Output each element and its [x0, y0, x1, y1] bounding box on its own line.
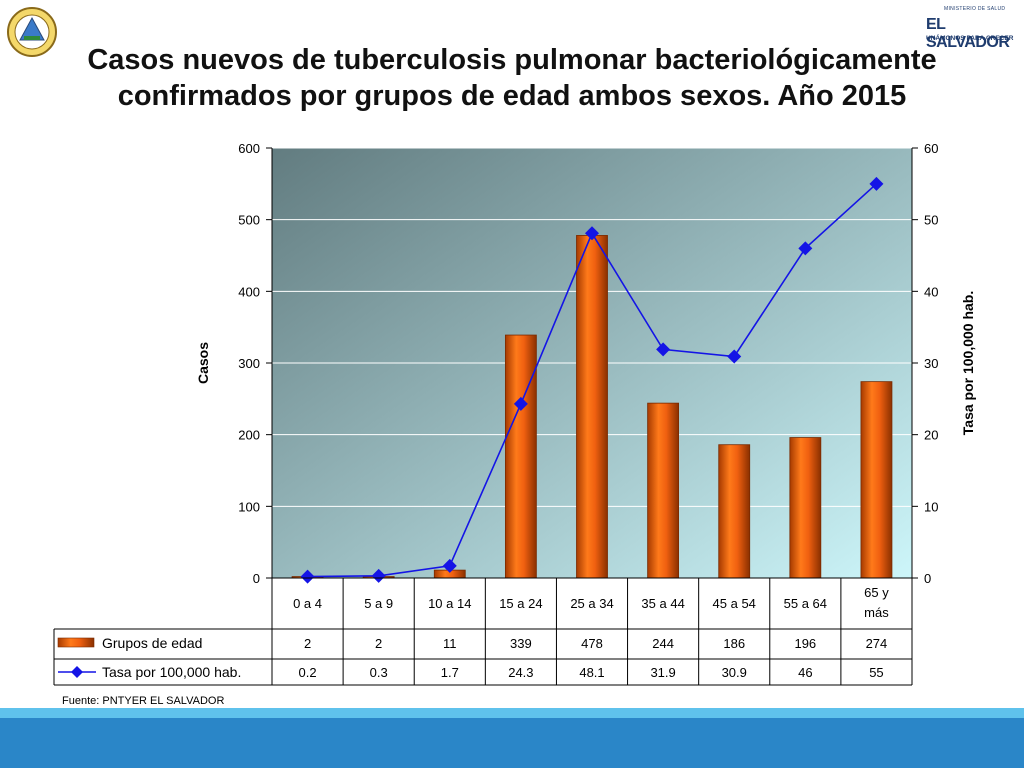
- table-value-cases: 478: [581, 636, 603, 651]
- table-value-rate: 0.2: [299, 665, 317, 680]
- right-tick-label: 10: [924, 499, 938, 514]
- rate-marker: [513, 396, 528, 411]
- legend-line-marker: [71, 666, 83, 678]
- left-tick-label: 0: [253, 571, 260, 586]
- table-value-rate: 1.7: [441, 665, 459, 680]
- el-salvador-government-logo: MINISTERIO DE SALUD EL SALVADOR UNÁMONOS…: [912, 4, 1018, 51]
- category-label: 65 y más: [864, 585, 889, 620]
- category-label: 0 a 4: [293, 596, 322, 611]
- category-label: 35 a 44: [641, 596, 684, 611]
- rate-marker: [869, 176, 884, 191]
- coat-of-arms-logo: [6, 4, 58, 60]
- combo-chart: 0 100 200 300 400 500 600 0 10 20 30 40 50 60 Casos Tas…: [53, 141, 976, 686]
- left-tick-label: 100: [238, 499, 260, 514]
- page-title: Casos nuevos de tuberculosis pulmonar ba…: [87, 44, 937, 112]
- table-value-rate: 24.3: [508, 665, 533, 680]
- footer-stripe-light: [0, 708, 1024, 718]
- table-value-rate: 55: [869, 665, 883, 680]
- right-tick-label: 50: [924, 213, 938, 228]
- bar: [647, 402, 680, 579]
- bar: [789, 437, 822, 579]
- table-value-rate: 46: [798, 665, 812, 680]
- legend-bar-key: [57, 637, 95, 648]
- logo-country-text: EL SALVADOR: [926, 16, 1010, 51]
- right-tick-label: 0: [924, 571, 931, 586]
- table-value-cases: 274: [866, 636, 888, 651]
- left-tick-label: 600: [238, 141, 260, 156]
- category-label: 55 a 64: [784, 596, 827, 611]
- legend-line-label: Tasa por 100,000 hab.: [102, 664, 241, 680]
- table-value-cases: 196: [794, 636, 816, 651]
- bar: [576, 235, 608, 579]
- category-label: 45 a 54: [713, 596, 756, 611]
- rate-marker: [442, 558, 457, 573]
- table-value-cases: 11: [443, 636, 457, 651]
- logo-ministry-text: MINISTERIO DE SALUD: [944, 6, 1006, 12]
- rate-marker: [371, 568, 386, 583]
- legend-bar-label: Grupos de edad: [102, 635, 202, 651]
- right-axis-title: Tasa por 100,000 hab.: [960, 291, 976, 435]
- right-tick-label: 30: [924, 356, 938, 371]
- rate-marker: [798, 241, 813, 256]
- right-tick-label: 40: [924, 284, 938, 299]
- table-value-rate: 30.9: [722, 665, 747, 680]
- table-value-rate: 48.1: [579, 665, 604, 680]
- table-value-cases: 186: [723, 636, 745, 651]
- left-tick-label: 500: [238, 213, 260, 228]
- table-value-cases: 244: [652, 636, 674, 651]
- right-tick-label: 20: [924, 428, 938, 443]
- bar: [504, 334, 537, 579]
- category-label: 25 a 34: [570, 596, 613, 611]
- bar: [718, 444, 751, 579]
- left-axis-title: Casos: [195, 342, 211, 384]
- table-value-rate: 31.9: [650, 665, 675, 680]
- category-label: 10 a 14: [428, 596, 471, 611]
- rate-marker: [585, 226, 599, 241]
- right-tick-label: 60: [924, 141, 938, 156]
- category-label: 5 a 9: [364, 596, 393, 611]
- table-value-cases: 2: [304, 636, 311, 651]
- category-label: 15 a 24: [499, 596, 542, 611]
- left-tick-label: 200: [238, 428, 260, 443]
- rate-marker: [656, 342, 671, 357]
- rate-marker: [727, 349, 742, 364]
- left-tick-label: 400: [238, 284, 260, 299]
- left-tick-label: 300: [238, 356, 260, 371]
- footer-stripe-dark: [0, 718, 1024, 768]
- logo-slogan-text: UNÁMONOS PARA CRECER: [926, 35, 1014, 42]
- table-value-rate: 0.3: [370, 665, 388, 680]
- table-value-cases: 2: [375, 636, 382, 651]
- bar: [860, 381, 893, 579]
- rate-marker: [300, 569, 315, 584]
- table-value-cases: 339: [510, 636, 532, 651]
- source-note: Fuente: PNTYER EL SALVADOR: [62, 695, 225, 707]
